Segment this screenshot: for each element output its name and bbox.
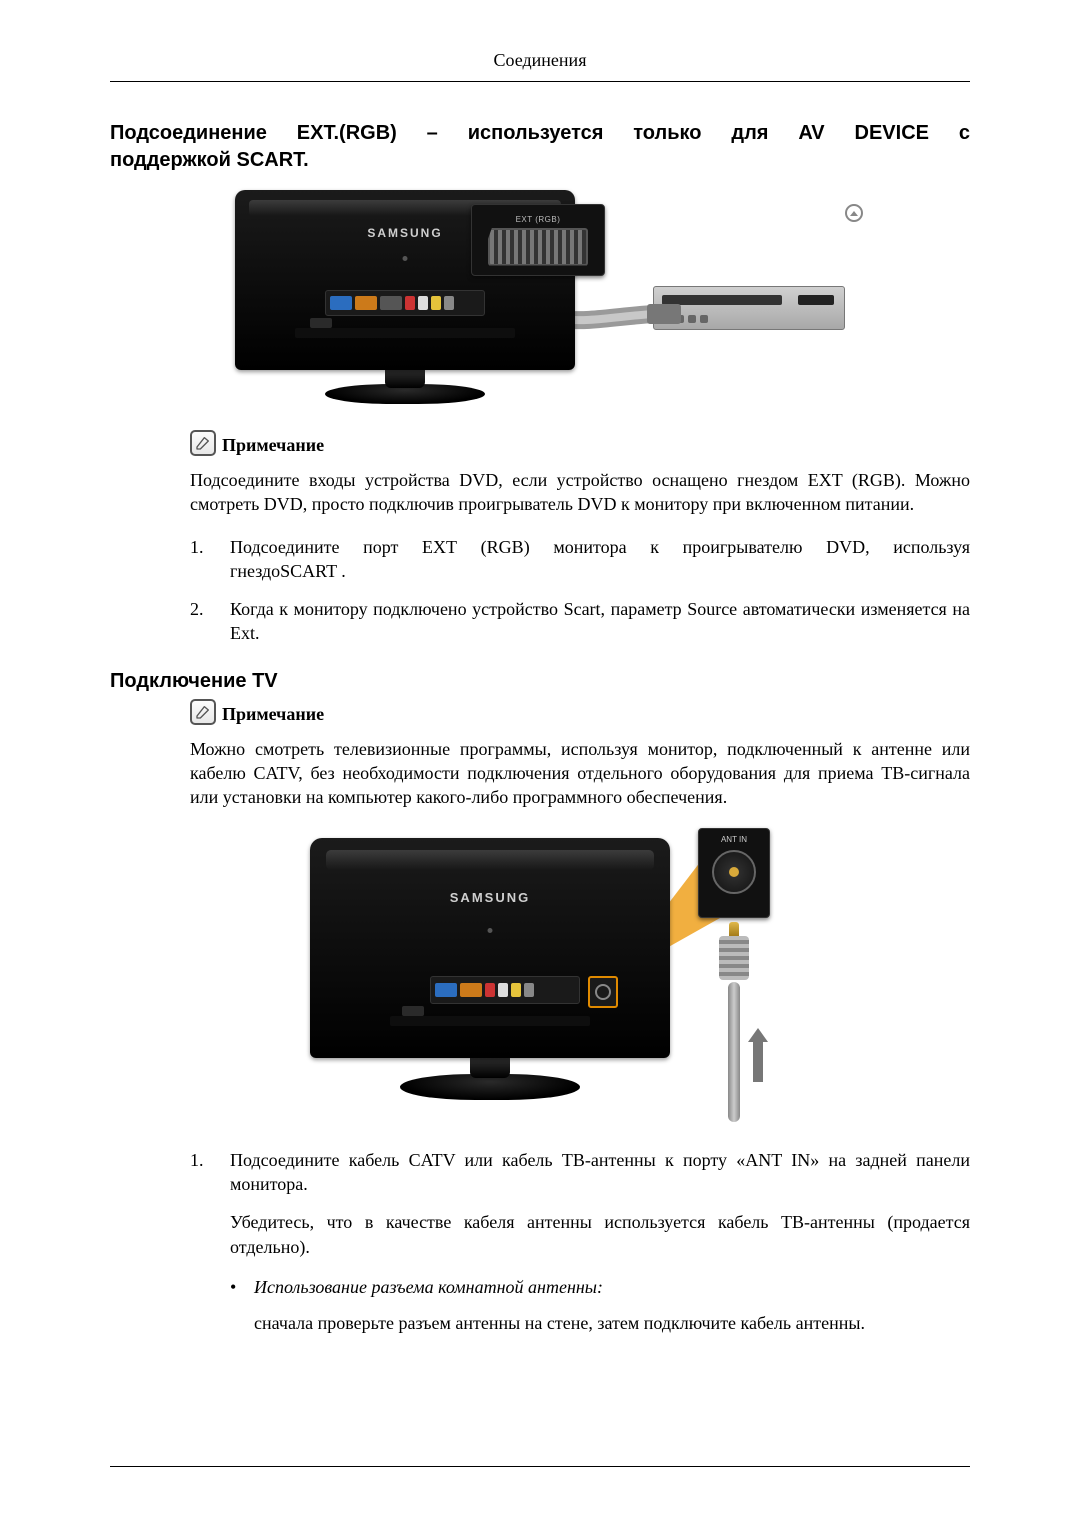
- list-text: Подсоедините порт EXT (RGB) монитора к п…: [230, 535, 970, 584]
- note-row-2: Примечание: [190, 699, 970, 725]
- monitor-bottom-strip: [295, 328, 515, 338]
- document-page: Соединения Подсоединение EXT.(RGB) – исп…: [0, 0, 1080, 1527]
- list-number: 1.: [190, 1148, 212, 1197]
- dvd-display: [798, 295, 834, 305]
- port-av-red: [485, 983, 495, 997]
- section2-list: 1. Подсоедините кабель CATV или кабель Т…: [190, 1148, 970, 1197]
- list-text: Когда к монитору подключено устройство S…: [230, 597, 970, 646]
- port-av-white: [498, 983, 508, 997]
- coax-body: [719, 936, 749, 980]
- monitor-button: [310, 318, 332, 328]
- footer-separator: [110, 1466, 970, 1467]
- note-text-1: Подсоедините входы устройства DVD, если …: [190, 468, 970, 517]
- monitor-ports-row: [325, 290, 485, 316]
- note-label-1: Примечание: [222, 435, 324, 456]
- monitor-stand-neck: [470, 1056, 510, 1078]
- bullet-dot-icon: •: [230, 1275, 242, 1299]
- monitor-back-2: SAMSUNG: [310, 838, 670, 1108]
- list-item: 2. Когда к монитору подключено устройств…: [190, 597, 970, 646]
- monitor-frame: SAMSUNG: [310, 838, 670, 1058]
- scart-zoom-label: EXT (RGB): [516, 215, 561, 224]
- illustration-scart-wrap: SAMSUNG: [110, 190, 970, 412]
- section1-list: 1. Подсоедините порт EXT (RGB) монитора …: [190, 535, 970, 646]
- coax-tip: [729, 922, 739, 936]
- ant-in-port: [588, 976, 618, 1008]
- monitor-stand-neck: [385, 368, 425, 388]
- list-text: Подсоедините кабель CATV или кабель ТВ-а…: [230, 1148, 970, 1197]
- section1-title-line2: поддержкой SCART.: [110, 149, 970, 172]
- note-text-2: Можно смотреть телевизионные программы, …: [190, 737, 970, 810]
- port-misc: [524, 983, 534, 997]
- list-number: 1.: [190, 535, 212, 584]
- header-title: Соединения: [494, 50, 587, 70]
- list-item: 1. Подсоедините кабель CATV или кабель Т…: [190, 1148, 970, 1197]
- bullet-followup: сначала проверьте разъем антенны на стен…: [254, 1311, 970, 1335]
- section2-title: Подключение TV: [110, 670, 970, 693]
- ant-zoom-port-icon: [712, 850, 756, 894]
- monitor-power-dot: [488, 928, 493, 933]
- page-header: Соединения: [110, 50, 970, 82]
- illustration-scart: SAMSUNG: [235, 190, 845, 412]
- monitor-glare: [326, 850, 654, 870]
- ant-in-inner: [595, 984, 611, 1000]
- illustration-ant-wrap: SAMSUNG: [110, 828, 970, 1128]
- port-vga: [355, 296, 377, 310]
- bullet-item: • Использование разъема комнатной антенн…: [230, 1275, 970, 1299]
- monitor-power-dot: [403, 256, 408, 261]
- section1-title-line1: Подсоединение EXT.(RGB) – используется т…: [110, 122, 970, 145]
- monitor-bottom-strip: [390, 1016, 590, 1026]
- port-av-white: [418, 296, 428, 310]
- monitor-button: [402, 1006, 424, 1016]
- sub-paragraph: Убедитесь, что в качестве кабеля антенны…: [230, 1210, 970, 1259]
- port-av-yellow: [511, 983, 521, 997]
- port-av-yellow: [431, 296, 441, 310]
- note-label-2: Примечание: [222, 704, 324, 725]
- list-number: 2.: [190, 597, 212, 646]
- ant-zoom-callout: ANT IN: [698, 828, 770, 918]
- port-av-red: [405, 296, 415, 310]
- port-misc: [444, 296, 454, 310]
- coax-plug-icon: [716, 922, 752, 982]
- list-text-rest: гнездоSCART .: [230, 561, 346, 581]
- list-item: 1. Подсоедините порт EXT (RGB) монитора …: [190, 535, 970, 584]
- up-arrow-icon: [746, 1028, 770, 1088]
- ant-zoom-pin: [729, 867, 739, 877]
- monitor-ports-row: [430, 976, 580, 1004]
- section-ext-rgb: Подсоединение EXT.(RGB) – используется т…: [110, 122, 970, 646]
- note-icon: [190, 430, 216, 456]
- scart-connector-icon: [488, 228, 588, 266]
- coax-cable: [728, 982, 740, 1122]
- illustration-antenna: SAMSUNG: [310, 828, 770, 1128]
- ant-zoom-label: ANT IN: [721, 835, 747, 844]
- port-hdmi: [330, 296, 352, 310]
- dvd-eject-icon: [845, 204, 863, 222]
- note-icon: [190, 699, 216, 725]
- monitor-brand: SAMSUNG: [310, 890, 670, 905]
- port-vga: [460, 983, 482, 997]
- section-tv: Подключение TV Примечание Можно смотреть…: [110, 670, 970, 1336]
- note-row-1: Примечание: [190, 430, 970, 456]
- bullet-italic-text: Использование разъема комнатной антенны:: [254, 1275, 603, 1299]
- scart-zoom-callout: EXT (RGB): [471, 204, 605, 276]
- port-ext: [380, 296, 402, 310]
- port-hdmi: [435, 983, 457, 997]
